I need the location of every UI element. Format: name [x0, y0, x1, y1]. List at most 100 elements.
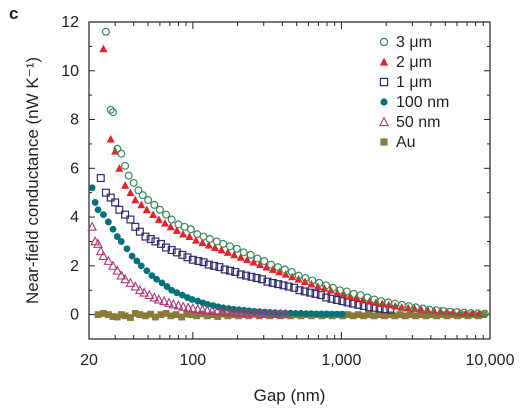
data-point: [204, 240, 213, 249]
data-point: [255, 312, 263, 320]
data-point: [226, 307, 237, 317]
data-point: [94, 206, 102, 214]
data-point: [412, 312, 420, 320]
data-point: [120, 273, 131, 284]
data-point: [275, 267, 284, 276]
data-point: [161, 218, 170, 227]
data-point: [226, 266, 235, 275]
data-point: [149, 210, 158, 219]
data-point: [219, 239, 228, 248]
data-point: [322, 281, 331, 290]
data-point: [99, 309, 107, 317]
x-axis-label: Gap (nm): [254, 386, 326, 405]
legend: 3 μm 2 μm 1 μm 100 nm 50 nm Au: [378, 34, 449, 151]
data-point: [207, 305, 218, 315]
data-point: [378, 299, 387, 308]
plot-border: [88, 21, 491, 340]
data-point: [251, 308, 262, 318]
data-point: [123, 245, 131, 253]
data-point: [247, 272, 256, 281]
y-tick-label: 6: [70, 160, 79, 177]
data-point: [143, 267, 151, 275]
data-point: [183, 253, 192, 262]
data-point: [162, 210, 171, 219]
data-point: [121, 312, 129, 320]
y-tick-label: 8: [70, 112, 79, 129]
data-point: [308, 276, 317, 285]
data-point: [106, 193, 115, 202]
legend-label: 50 nm: [396, 114, 440, 131]
data-point: [90, 236, 101, 246]
data-point: [311, 289, 320, 298]
y-tick-label: 2: [70, 258, 79, 275]
data-point: [327, 294, 336, 303]
data-point: [186, 225, 195, 234]
y-tick-label: 12: [61, 14, 79, 31]
data-point: [142, 312, 149, 320]
data-point: [338, 297, 347, 306]
data-point: [172, 311, 180, 319]
data-point: [88, 184, 96, 192]
data-point: [131, 195, 140, 204]
data-point: [183, 310, 191, 318]
legend-marker: [378, 116, 390, 127]
data-point: [253, 254, 262, 263]
data-point: [360, 312, 367, 320]
data-point: [103, 255, 114, 265]
data-point: [246, 250, 255, 259]
data-point: [220, 265, 229, 274]
data-point: [333, 310, 341, 318]
data-point: [205, 235, 214, 244]
data-point: [125, 277, 136, 287]
data-point: [144, 289, 155, 300]
data-point: [117, 149, 126, 158]
data-point: [147, 310, 155, 318]
data-point: [281, 270, 290, 278]
data-point: [106, 134, 115, 143]
data-point: [135, 227, 144, 236]
data-point: [231, 307, 242, 317]
data-point: [215, 263, 224, 272]
data-point: [391, 301, 400, 310]
data-point: [243, 255, 252, 264]
data-point: [226, 242, 235, 251]
data-point: [280, 308, 291, 319]
data-point: [111, 198, 120, 207]
data-point: [242, 271, 251, 280]
data-point: [370, 312, 378, 320]
data-point: [134, 284, 145, 295]
data-point: [152, 313, 159, 321]
data-point: [329, 283, 338, 292]
data-point: [217, 306, 227, 316]
data-point: [328, 310, 336, 318]
data-point: [108, 108, 117, 117]
data-point: [252, 274, 261, 283]
data-point: [480, 311, 487, 319]
series-3: [88, 184, 346, 318]
data-point: [138, 191, 147, 200]
legend-marker: [380, 138, 388, 146]
data-point: [188, 296, 196, 303]
data-point: [287, 267, 296, 276]
data-point: [149, 292, 160, 302]
data-point: [359, 295, 368, 304]
data-point: [159, 295, 169, 306]
data-point: [104, 311, 112, 319]
data-point: [198, 238, 207, 247]
data-point: [128, 252, 136, 260]
data-point: [187, 303, 198, 313]
data-point: [121, 181, 130, 189]
data-point: [306, 288, 315, 297]
data-point: [179, 229, 188, 238]
data-point: [166, 222, 175, 231]
data-point: [191, 236, 200, 244]
data-point: [178, 291, 186, 299]
data-point: [249, 257, 258, 266]
data-point: [375, 311, 383, 319]
data-point: [172, 248, 181, 257]
legend-label: 100 nm: [396, 94, 449, 111]
data-point: [363, 293, 372, 302]
data-point: [417, 305, 426, 313]
x-tick-label: 100: [179, 352, 206, 369]
